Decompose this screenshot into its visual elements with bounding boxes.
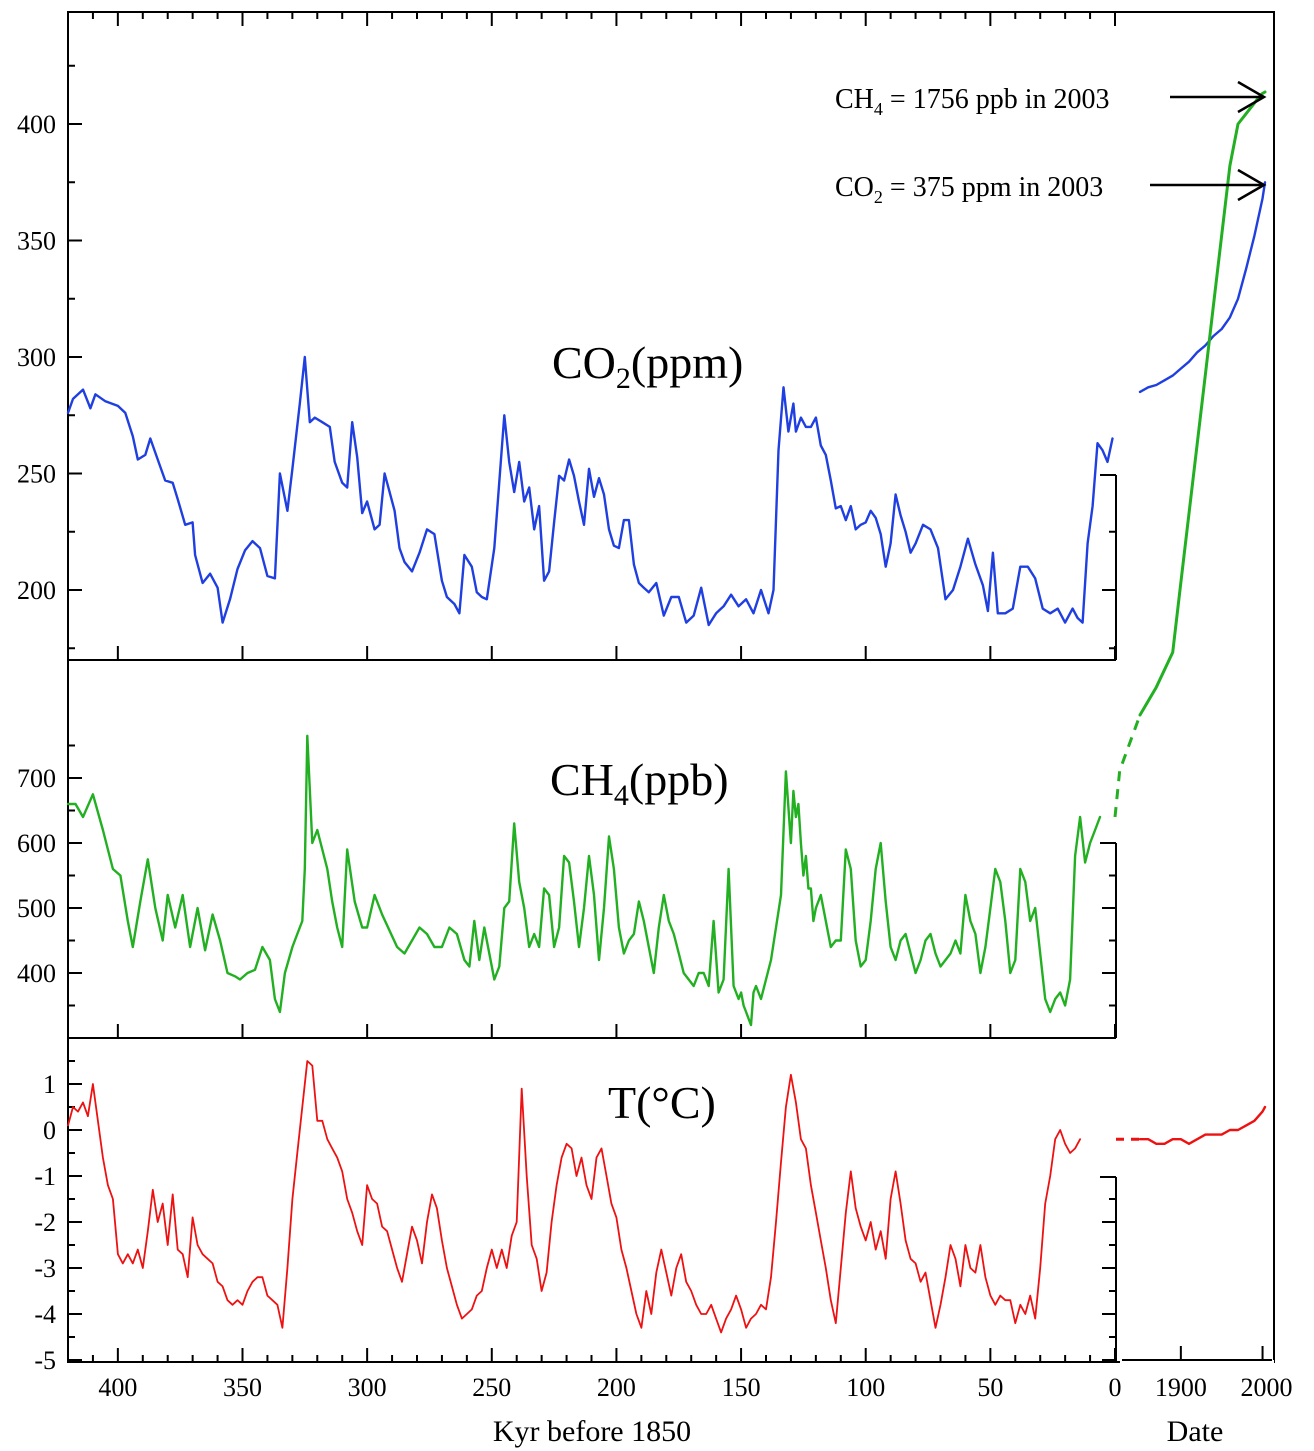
ch4-arrow-head	[1237, 80, 1267, 114]
co2-2003-annotation: CO2 = 375 ppm in 2003	[835, 172, 1103, 207]
ch4-y-tick-label: 600	[17, 829, 56, 858]
temp-y-tick-label: -5	[34, 1346, 56, 1375]
temp-series-line	[67, 1060, 1081, 1334]
axis-tick-labels: 40035030025020070060050040010-1-2-3-4-54…	[17, 110, 1293, 1402]
x-axis-title: Kyr before 1850	[493, 1415, 691, 1448]
co2-y-tick-label: 350	[17, 227, 56, 256]
ch4-y-tick-label: 400	[17, 959, 56, 988]
temp-panel-label: T(°C)	[608, 1077, 716, 1128]
co2-series-line	[66, 355, 1114, 627]
temp-y-tick-label: 1	[43, 1070, 56, 1099]
x-tick-label: 50	[977, 1373, 1003, 1402]
ch4-panel-label: CH4(ppb)	[550, 754, 729, 812]
series-layer	[66, 90, 1267, 1334]
co2-y-tick-label: 300	[17, 343, 56, 372]
date-axis-title: Date	[1167, 1415, 1224, 1448]
ch4-dashed-connector	[1113, 714, 1142, 818]
axis-ticks	[67, 12, 1264, 1362]
co2-panel-label: CO2(ppm)	[552, 337, 743, 395]
x-tick-label: 100	[846, 1373, 885, 1402]
temp-y-tick-label: -1	[34, 1162, 56, 1191]
ch4-series-line	[66, 734, 1102, 1027]
annotation-arrows	[1150, 80, 1267, 202]
ch4-y-tick-label: 700	[17, 764, 56, 793]
outer-border	[67, 11, 1275, 1363]
co2-y-tick-label: 200	[17, 576, 56, 605]
ch4-y-tick-label: 500	[17, 894, 56, 923]
x-tick-label: 350	[223, 1373, 262, 1402]
x-tick-label: 150	[722, 1373, 761, 1402]
temp-y-tick-label: -3	[34, 1254, 56, 1283]
temp-y-tick-label: -4	[34, 1300, 56, 1329]
chart-frame	[67, 11, 1275, 1364]
co2-date-series-line	[1138, 181, 1267, 394]
ch4-2003-annotation: CH4 = 1756 ppb in 2003	[835, 84, 1109, 119]
x-tick-label: 250	[472, 1373, 511, 1402]
x-tick-label: 300	[348, 1373, 387, 1402]
date-tick-label: 2000	[1241, 1373, 1293, 1402]
temp-y-tick-label: 0	[43, 1116, 56, 1145]
temp-y-tick-label: -2	[34, 1208, 56, 1237]
co2-y-tick-label: 250	[17, 460, 56, 489]
co2-y-tick-label: 400	[17, 110, 56, 139]
co2-arrow-head	[1237, 168, 1267, 202]
date-tick-label: 1900	[1155, 1373, 1207, 1402]
x-tick-label: 400	[98, 1373, 137, 1402]
x-tick-label: 200	[597, 1373, 636, 1402]
x-tick-label: 0	[1109, 1373, 1122, 1402]
temp-date-series-line	[1138, 1105, 1267, 1146]
